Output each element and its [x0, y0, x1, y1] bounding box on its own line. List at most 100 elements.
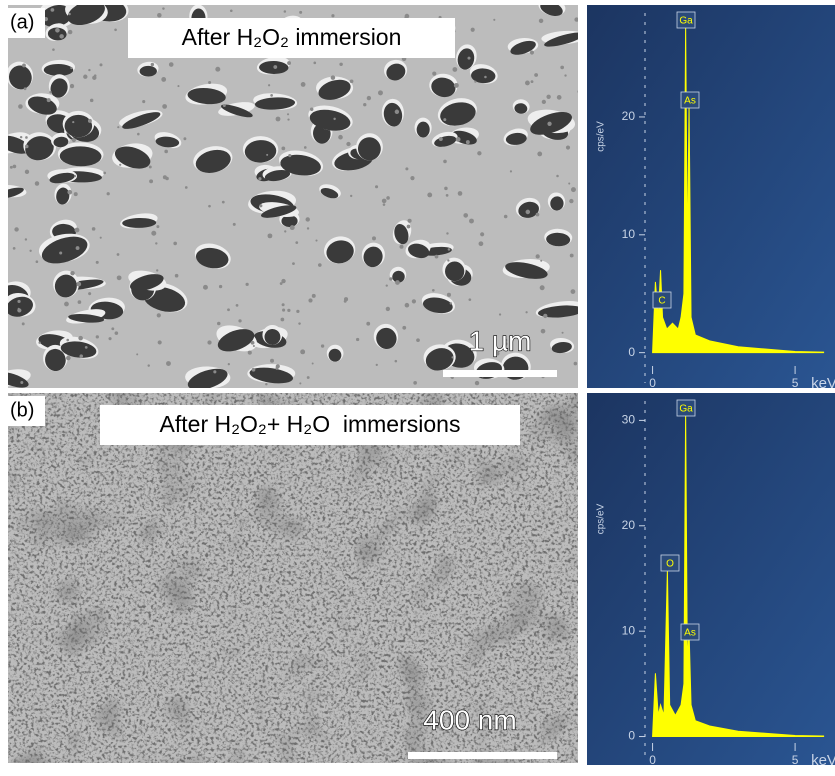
- speck: [276, 117, 281, 122]
- panel-label: (b): [10, 399, 34, 421]
- speck: [346, 142, 350, 146]
- speck: [49, 91, 51, 93]
- speck: [399, 245, 403, 249]
- speck: [534, 73, 538, 77]
- speck: [282, 309, 285, 312]
- speck: [307, 376, 310, 379]
- speck: [562, 332, 564, 334]
- speck: [88, 69, 90, 71]
- speck: [542, 100, 546, 104]
- speck: [157, 13, 162, 18]
- speck: [253, 345, 255, 347]
- spectrum-background: [587, 5, 835, 388]
- speck: [163, 175, 167, 179]
- speck: [20, 136, 22, 138]
- speck: [284, 10, 287, 13]
- speck: [536, 254, 540, 258]
- peak-label: O: [666, 559, 674, 570]
- speck: [447, 259, 449, 261]
- speck: [571, 289, 576, 294]
- speck: [92, 76, 96, 80]
- speck: [117, 126, 119, 128]
- speck: [304, 146, 307, 149]
- speck: [439, 137, 443, 141]
- speck: [531, 80, 534, 83]
- speck: [435, 255, 439, 259]
- speck: [493, 19, 495, 21]
- speck: [386, 307, 390, 311]
- y-tick-label: 10: [622, 227, 636, 241]
- speck: [300, 349, 305, 354]
- speck: [78, 336, 83, 341]
- panel-label: (a): [10, 11, 34, 33]
- speck: [83, 75, 87, 79]
- speck: [525, 81, 530, 86]
- speck: [213, 370, 216, 373]
- speck: [526, 210, 531, 215]
- speck: [117, 275, 122, 280]
- speck: [475, 381, 479, 385]
- speck: [448, 248, 451, 251]
- speck: [217, 322, 221, 326]
- speck: [299, 382, 301, 384]
- speck: [570, 254, 574, 258]
- speck: [313, 62, 316, 65]
- speck: [456, 137, 461, 142]
- speck: [236, 304, 239, 307]
- speck: [477, 151, 481, 155]
- speck: [173, 242, 177, 246]
- speck: [556, 175, 559, 178]
- speck: [363, 103, 366, 106]
- speck: [530, 50, 534, 54]
- speck: [331, 75, 336, 80]
- speck: [560, 66, 564, 70]
- speck: [375, 185, 378, 188]
- speck: [119, 164, 121, 166]
- speck: [66, 339, 69, 342]
- speck: [183, 137, 186, 140]
- speck: [282, 303, 285, 306]
- speck: [90, 99, 94, 103]
- speck: [405, 167, 408, 170]
- speck: [372, 236, 376, 240]
- speck: [444, 187, 448, 191]
- speck: [469, 219, 474, 224]
- speck: [162, 104, 167, 109]
- speck: [366, 322, 370, 326]
- speck: [499, 313, 501, 315]
- speck: [74, 192, 78, 196]
- speck: [24, 87, 27, 90]
- speck: [356, 338, 359, 341]
- speck: [228, 363, 230, 365]
- speck: [452, 356, 454, 358]
- speck: [350, 79, 354, 83]
- speck: [307, 227, 309, 229]
- speck: [468, 298, 471, 301]
- speck: [474, 81, 476, 83]
- speck: [75, 228, 80, 233]
- y-tick-label: 0: [628, 345, 635, 359]
- speck: [268, 84, 270, 86]
- speck: [543, 314, 547, 318]
- speck: [321, 344, 324, 347]
- speck: [68, 13, 71, 16]
- speck: [100, 237, 102, 239]
- speck: [566, 145, 570, 149]
- speck: [443, 160, 447, 164]
- caption: After H₂O₂ immersion: [182, 24, 402, 50]
- speck: [308, 298, 312, 302]
- speck: [47, 98, 51, 102]
- speck: [156, 225, 159, 228]
- scale-bar: [443, 370, 557, 377]
- speck: [383, 203, 386, 206]
- speck: [76, 246, 80, 250]
- speck: [484, 76, 487, 79]
- speck: [287, 61, 291, 65]
- speck: [389, 277, 392, 280]
- speck: [100, 63, 103, 66]
- speck: [395, 360, 398, 363]
- speck: [266, 154, 268, 156]
- speck: [407, 225, 411, 229]
- speck: [208, 205, 211, 208]
- speck: [59, 34, 64, 39]
